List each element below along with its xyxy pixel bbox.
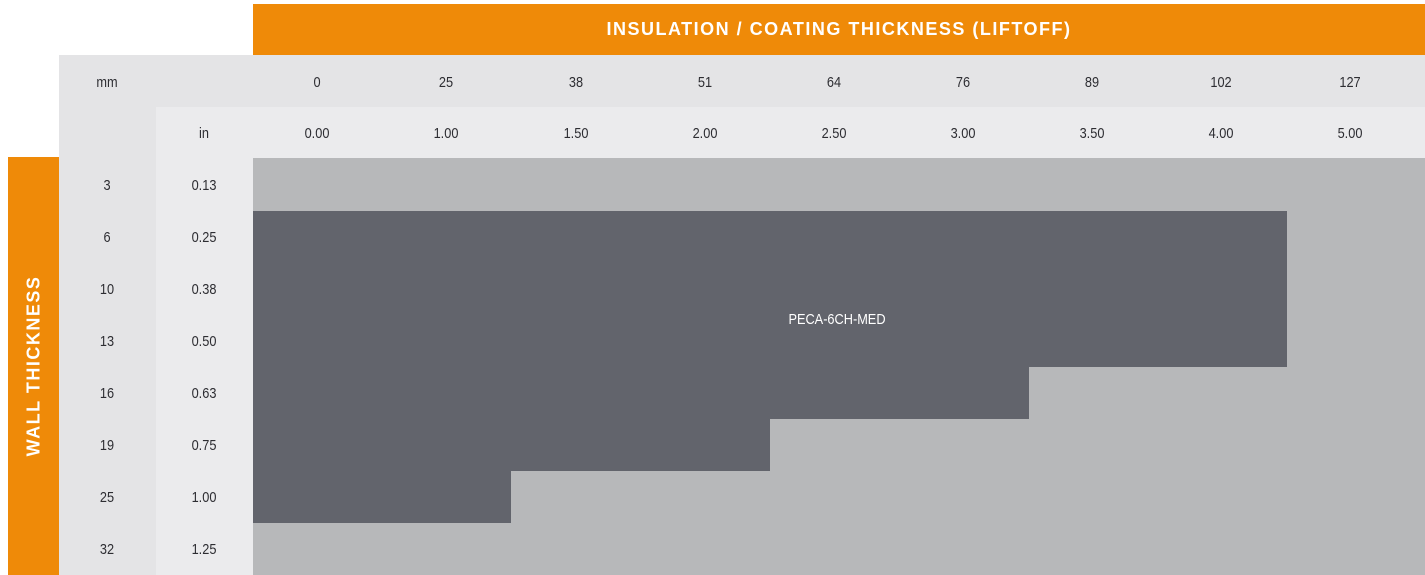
peca-zone-band <box>253 366 1029 419</box>
col-in-label: 5.00 <box>1337 125 1363 142</box>
row-in-label: 0.63 <box>191 385 217 402</box>
row-in-label: 0.75 <box>191 437 217 454</box>
row-in-label: 1.25 <box>191 541 217 558</box>
row-mm-label: 25 <box>99 489 115 506</box>
unit-mm-label: mm <box>96 74 118 91</box>
peca-zone-label: PECA-6CH-MED <box>788 311 886 328</box>
row-in-label: 1.00 <box>191 489 217 506</box>
insulation-thickness-header: INSULATION / COATING THICKNESS (LIFTOFF) <box>253 4 1425 55</box>
col-in-label: 3.00 <box>950 125 976 142</box>
row-in-label: 0.13 <box>191 177 217 194</box>
col-mm-label: 127 <box>1339 74 1361 91</box>
col-in-label: 1.00 <box>433 125 459 142</box>
col-mm-label: 64 <box>826 74 842 91</box>
row-in-label: 0.38 <box>191 281 217 298</box>
row-mm-label: 16 <box>99 385 115 402</box>
col-mm-label: 51 <box>697 74 713 91</box>
row-mm-label: 3 <box>103 177 111 194</box>
row-mm-label: 32 <box>99 541 115 558</box>
peca-zone-band <box>253 470 511 523</box>
col-in-label: 3.50 <box>1079 125 1105 142</box>
unit-in-label: in <box>199 125 209 142</box>
row-mm-label: 19 <box>99 437 115 454</box>
peca-zone-band <box>253 418 770 471</box>
col-mm-label: 76 <box>955 74 971 91</box>
side-title: WALL THICKNESS <box>23 275 43 457</box>
col-in-label: 4.00 <box>1208 125 1234 142</box>
col-mm-label: 0 <box>313 74 321 91</box>
col-mm-label: 38 <box>568 74 584 91</box>
row-mm-label: 10 <box>99 281 115 298</box>
col-mm-label: 89 <box>1084 74 1100 91</box>
row-in-label: 0.50 <box>191 333 217 350</box>
row-mm-label: 6 <box>103 229 111 246</box>
header-title: INSULATION / COATING THICKNESS (LIFTOFF) <box>606 19 1072 39</box>
col-in-label: 2.00 <box>692 125 718 142</box>
col-mm-label: 25 <box>438 74 454 91</box>
col-in-label: 0.00 <box>304 125 330 142</box>
col-in-label: 2.50 <box>821 125 847 142</box>
col-in-label: 1.50 <box>563 125 589 142</box>
col-mm-label: 102 <box>1210 74 1232 91</box>
row-mm-label: 13 <box>99 333 115 350</box>
row-in-label: 0.25 <box>191 229 217 246</box>
peca-zone-band <box>253 211 1287 367</box>
wall-thickness-header: WALL THICKNESS <box>8 157 59 575</box>
